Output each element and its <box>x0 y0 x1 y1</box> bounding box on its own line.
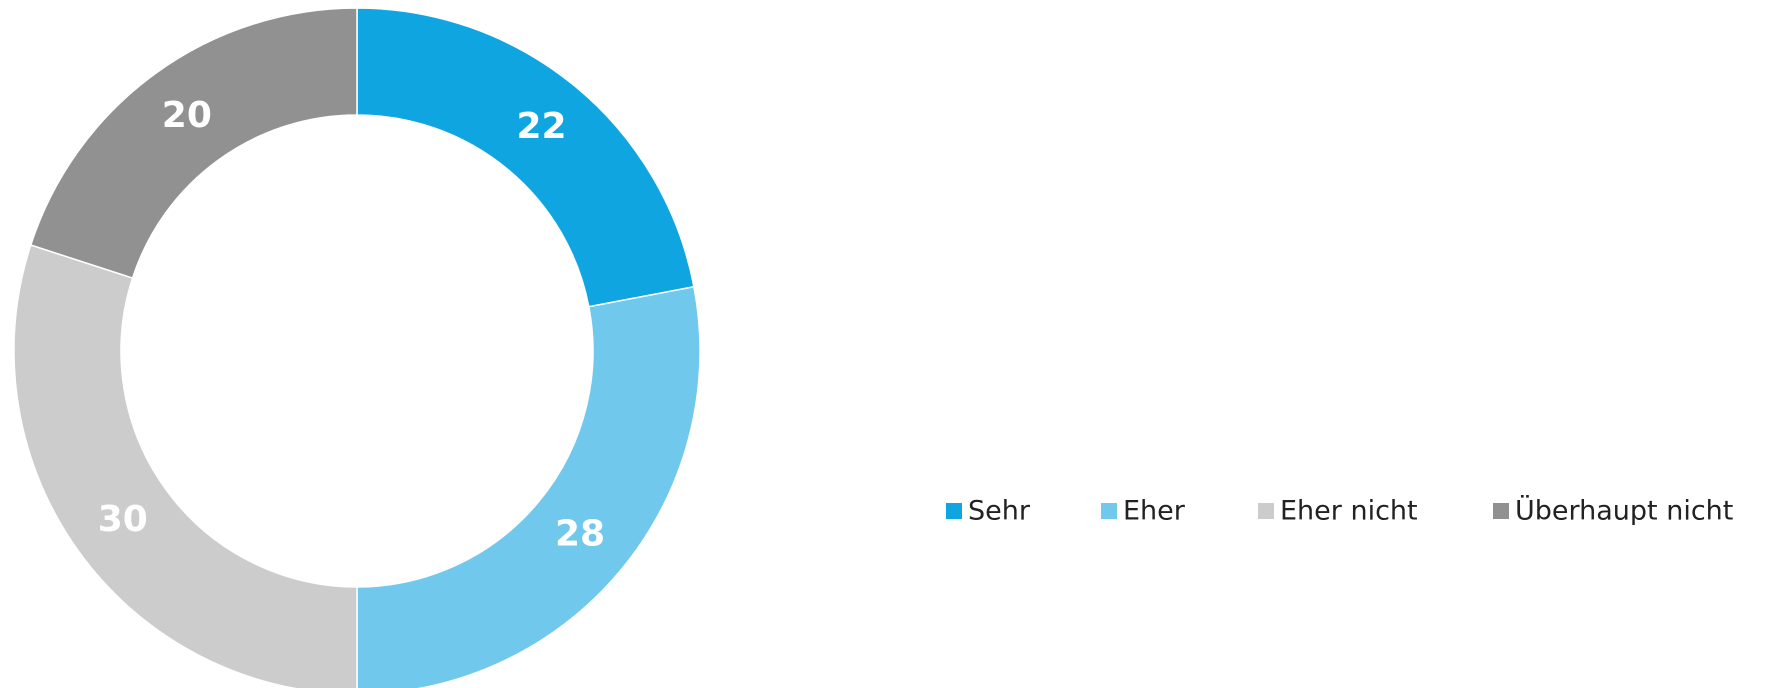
legend-swatch <box>1101 503 1117 519</box>
data-label: 22 <box>516 106 566 147</box>
donut-slice <box>13 244 358 688</box>
legend-label: Eher nicht <box>1280 496 1418 527</box>
legend-label: Sehr <box>968 496 1031 527</box>
legend-swatch <box>1493 503 1509 519</box>
data-label: 20 <box>162 95 212 136</box>
legend-label: Überhaupt nicht <box>1515 495 1733 527</box>
legend-swatch <box>946 503 962 519</box>
donut-slice <box>29 7 358 280</box>
legend-label: Eher <box>1123 496 1186 527</box>
data-label: 30 <box>98 499 148 540</box>
donut-slice <box>356 7 695 308</box>
donut-slice <box>356 285 701 688</box>
data-label: 28 <box>555 514 605 555</box>
legend-swatch <box>1258 503 1274 519</box>
